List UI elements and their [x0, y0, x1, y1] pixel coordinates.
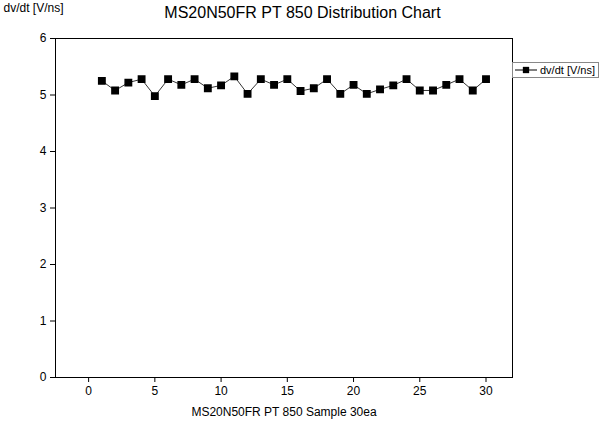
svg-text:0: 0 [85, 384, 92, 398]
svg-text:30: 30 [479, 384, 493, 398]
svg-text:5: 5 [40, 88, 47, 102]
svg-text:5: 5 [152, 384, 159, 398]
svg-text:20: 20 [347, 384, 361, 398]
html-text:MS20N50FR PT 850 Distribution: MS20N50FR PT 850 Distribution Chart [164, 4, 441, 21]
svg-text:25: 25 [413, 384, 427, 398]
svg-text:15: 15 [281, 384, 295, 398]
svg-text:3: 3 [40, 201, 47, 215]
svg-text:6: 6 [40, 31, 47, 45]
svg-text:dv/dt [V/ns]: dv/dt [V/ns] [4, 1, 64, 15]
svg-text:1: 1 [40, 314, 47, 328]
svg-text:0: 0 [40, 370, 47, 384]
html-text:dv/dt [V/ns]: dv/dt [V/ns] [540, 64, 595, 76]
svg-text:4: 4 [40, 144, 47, 158]
svg-text:10: 10 [214, 384, 228, 398]
svg-text:2: 2 [40, 257, 47, 271]
svg-text:MS20N50FR PT 850 Sample 30ea: MS20N50FR PT 850 Sample 30ea [191, 405, 377, 419]
